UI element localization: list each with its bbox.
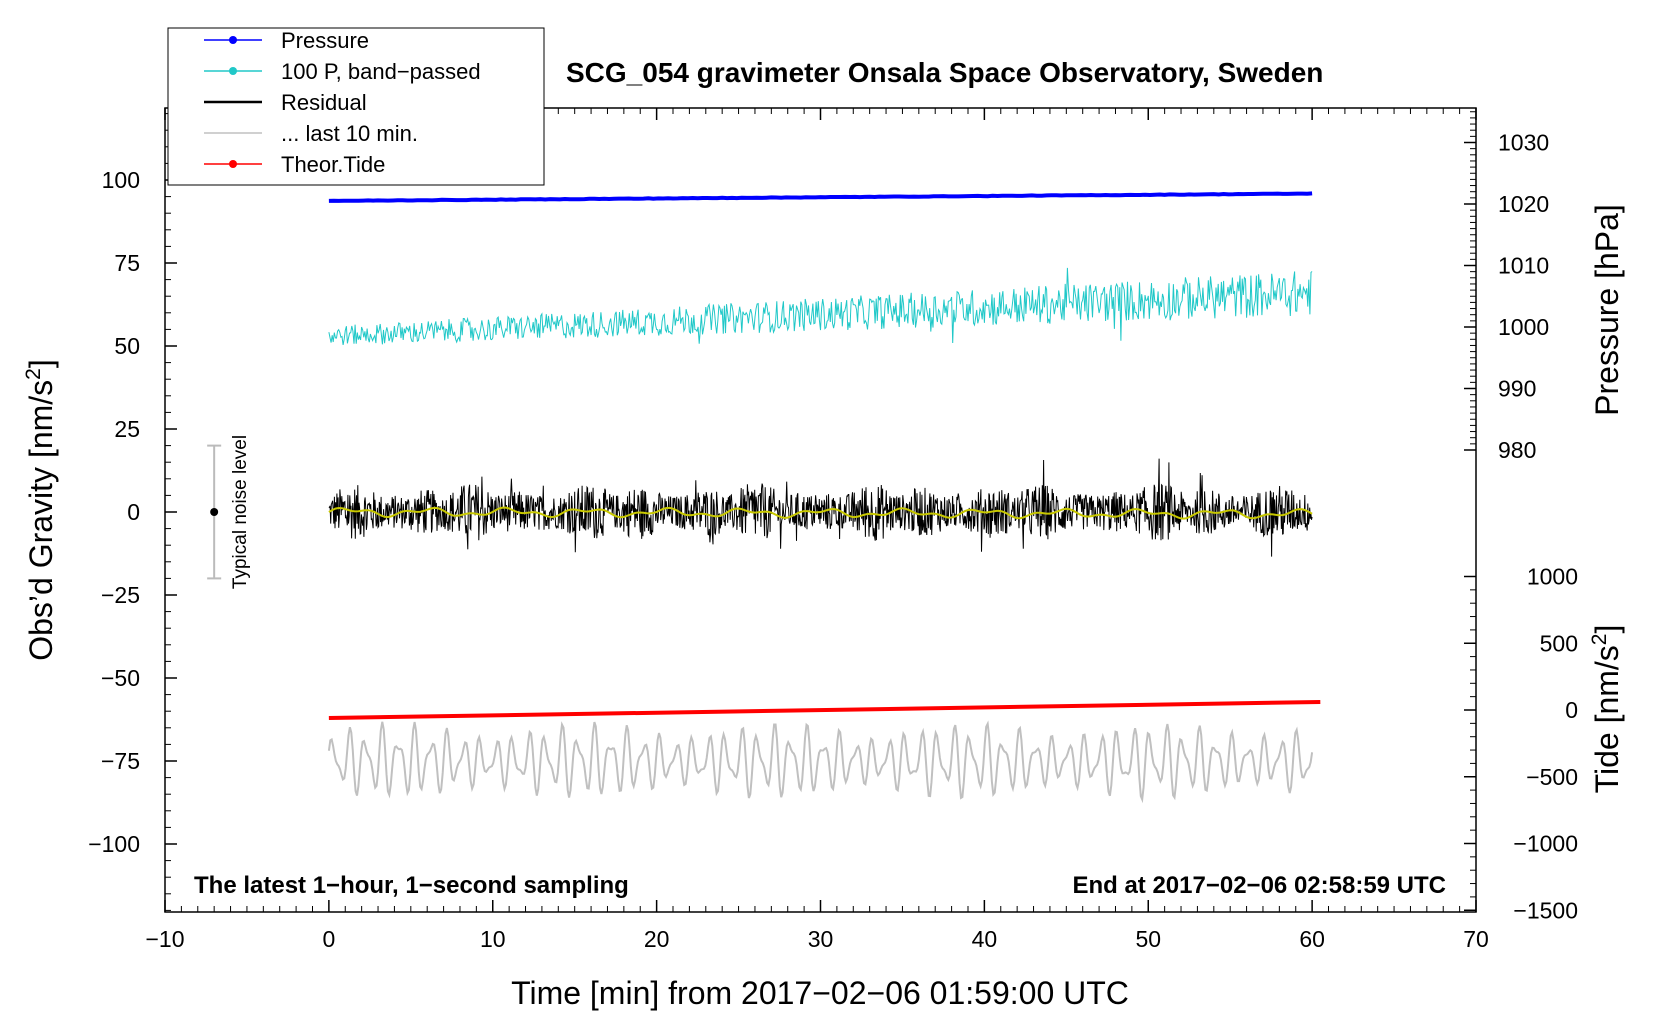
x-axis-title: Time [min] from 2017−02−06 01:59:00 UTC <box>511 975 1129 1011</box>
y-left-tick-label: 25 <box>114 416 140 442</box>
y-left-tick-label: −50 <box>101 665 140 691</box>
legend-swatch-marker <box>229 36 237 44</box>
y-left-tick-label: −75 <box>101 748 140 774</box>
legend-swatch-marker <box>229 160 237 168</box>
y-left-tick-label: 100 <box>102 167 140 193</box>
y-tide-tick-label: 500 <box>1540 630 1578 656</box>
y-left-tick-label: 50 <box>114 333 140 359</box>
y-axis-left: 100 75 50 25 0 −25 −50 −75 −100 <box>88 113 177 911</box>
y-left-tick-label: −25 <box>101 582 140 608</box>
noise-level-label: Typical noise level <box>230 435 251 589</box>
x-tick-label: 0 <box>322 926 335 952</box>
series-group <box>327 191 1321 804</box>
y-axis-tide-title: Tide [nm/s2] <box>1588 625 1625 794</box>
bandpassed-pressure-line <box>328 267 1313 345</box>
y-left-tick-label: 75 <box>114 250 140 276</box>
y-axis-left-title: Obs’d Gravity [nm/s2] <box>22 359 59 661</box>
residual-line <box>328 458 1313 557</box>
x-tick-label: 50 <box>1135 926 1161 952</box>
y-tide-tick-label: −500 <box>1526 764 1578 790</box>
annotation-right: End at 2017−02−06 02:58:59 UTC <box>1072 872 1446 899</box>
y-pressure-tick-label: 990 <box>1498 376 1536 402</box>
residual-smoothed-line <box>328 506 1313 520</box>
legend-label: Pressure <box>281 28 369 53</box>
y-pressure-tick-label: 980 <box>1498 437 1536 463</box>
y-left-tick-label: 0 <box>127 499 140 525</box>
tide-line <box>328 699 1321 721</box>
x-tick-label: 60 <box>1299 926 1325 952</box>
y-pressure-tick-label: 1000 <box>1498 314 1549 340</box>
x-tick-label: 70 <box>1463 926 1489 952</box>
chart-title: SCG_054 gravimeter Onsala Space Observat… <box>566 57 1323 88</box>
y-axis-pressure-title: Pressure [hPa] <box>1589 204 1625 416</box>
x-tick-label: 20 <box>644 926 670 952</box>
legend-box <box>167 27 545 186</box>
x-tick-label: 30 <box>808 926 834 952</box>
y-axis-right: 1030 1020 1010 1000 990 980 1000 500 0 −500 −1000 −… <box>1464 111 1578 923</box>
y-tide-tick-label: −1000 <box>1513 831 1578 857</box>
y-left-tick-label: −100 <box>88 831 140 857</box>
y-pressure-tick-label: 1020 <box>1498 191 1549 217</box>
legend-swatch-marker <box>229 67 237 75</box>
legend-label: ... last 10 min. <box>281 121 418 146</box>
x-tick-label: 40 <box>972 926 998 952</box>
noise-level-dot <box>210 508 219 516</box>
x-tick-label: −10 <box>145 926 184 952</box>
legend-label: 100 P, band−passed <box>281 59 481 84</box>
pressure-line <box>328 191 1313 203</box>
legend-label: Residual <box>281 90 367 115</box>
y-tide-tick-label: 0 <box>1565 697 1578 723</box>
annotation-left: The latest 1−hour, 1−second sampling <box>194 872 629 899</box>
y-pressure-tick-label: 1010 <box>1498 253 1549 279</box>
x-tick-label: 10 <box>480 926 506 952</box>
y-pressure-tick-label: 1030 <box>1498 130 1549 156</box>
legend-label: Theor.Tide <box>281 152 385 177</box>
y-tide-tick-label: 1000 <box>1527 564 1578 590</box>
x-axis: −10 0 10 20 30 40 50 60 70 <box>145 108 1489 952</box>
noise-level-indicator: Typical noise level <box>207 435 251 589</box>
y-tide-tick-label: −1500 <box>1513 897 1578 923</box>
last-10-min-line <box>327 720 1314 804</box>
legend: Pressure 100 P, band−passed Residual ... la… <box>167 27 545 186</box>
